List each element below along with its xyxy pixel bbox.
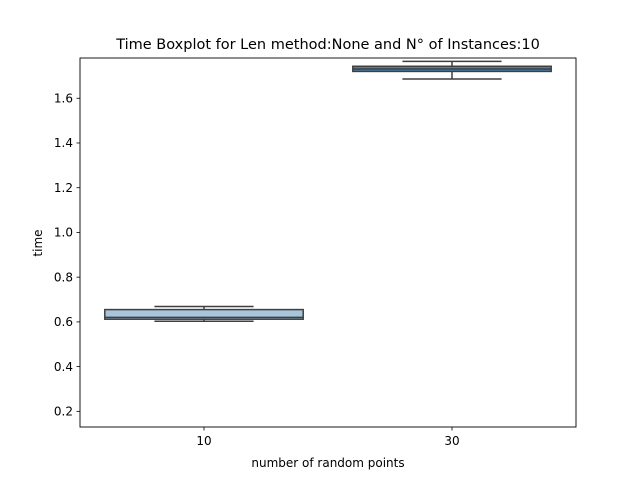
y-tick-label: 1.0 — [54, 226, 73, 240]
x-axis-label: number of random points — [251, 456, 404, 470]
y-tick-label: 0.8 — [54, 270, 73, 284]
box-iqr — [104, 308, 304, 320]
plot-area — [104, 60, 552, 322]
y-tick-label: 1.6 — [54, 91, 73, 105]
plot-frame — [79, 57, 577, 428]
y-tick-label: 0.4 — [54, 360, 73, 374]
box-group-10 — [104, 305, 304, 322]
y-tick-label: 1.4 — [54, 136, 73, 150]
box-group-30 — [352, 60, 552, 80]
y-axis-label: time — [31, 229, 45, 256]
chart-title: Time Boxplot for Len method:None and N° … — [115, 37, 540, 53]
y-tick-label: 0.6 — [54, 315, 73, 329]
y-tick-label: 0.2 — [54, 405, 73, 419]
x-tick-label: 10 — [196, 434, 211, 448]
x-tick-label: 30 — [444, 434, 459, 448]
y-tick-label: 1.2 — [54, 181, 73, 195]
